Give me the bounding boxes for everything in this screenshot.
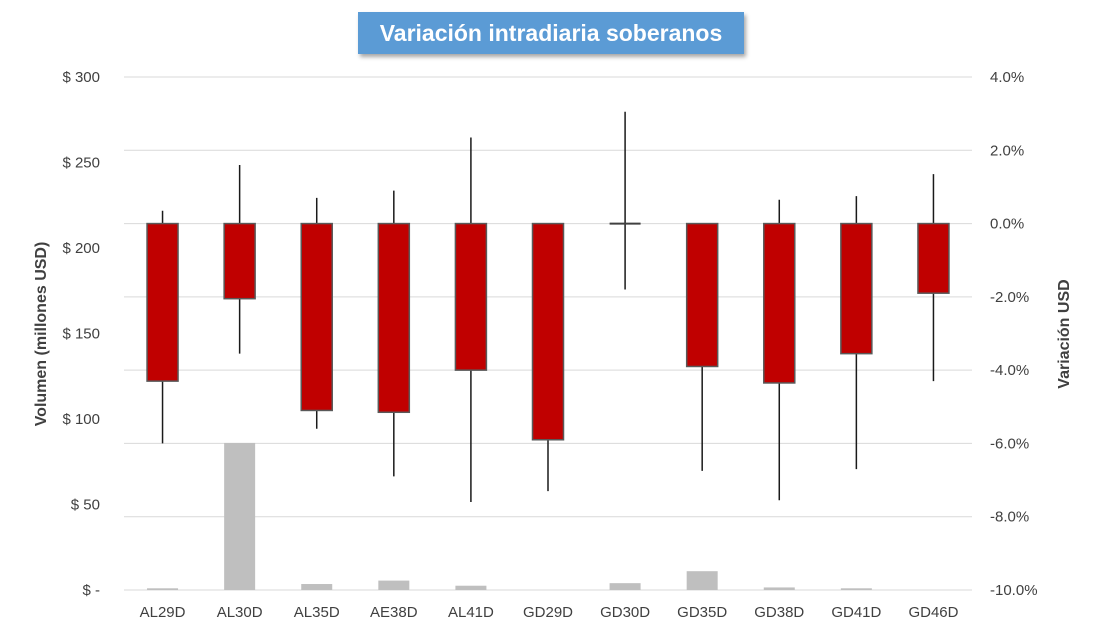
- x-tick-label: AL29D: [140, 604, 186, 621]
- right-tick-label: -2.0%: [990, 289, 1029, 306]
- volume-bar: [301, 584, 333, 590]
- left-tick-label: $ 150: [62, 326, 100, 343]
- candle-body: [223, 222, 256, 300]
- left-axis-ticks: $ - $ 50 $ 100 $ 150 $ 200 $ 250 $ 300: [62, 69, 100, 599]
- x-tick-label: GD46D: [908, 604, 958, 621]
- volume-bar: [378, 580, 410, 590]
- right-tick-label: -8.0%: [990, 509, 1029, 526]
- candle-body: [300, 222, 333, 412]
- candle-body: [146, 222, 179, 382]
- candle-body: [454, 222, 488, 371]
- x-tick-label: GD29D: [523, 604, 573, 621]
- x-tick-label: GD38D: [754, 604, 804, 621]
- x-tick-label: GD35D: [677, 604, 727, 621]
- right-axis-ticks: 4.0% 2.0% 0.0% -2.0% -4.0% -6.0% -8.0% -10.0%: [990, 69, 1038, 599]
- chart-title: Variación intradiaria soberanos: [379, 19, 723, 46]
- right-tick-label: 2.0%: [990, 142, 1024, 159]
- x-tick-label: GD30D: [600, 604, 650, 621]
- volume-bar: [840, 588, 872, 590]
- volume-bar: [763, 587, 795, 590]
- right-tick-label: -4.0%: [990, 362, 1029, 379]
- candle-body: [763, 222, 796, 384]
- volume-bar: [609, 583, 641, 590]
- right-tick-label: -10.0%: [990, 582, 1038, 599]
- volume-bars: [147, 442, 872, 590]
- candle-body: [840, 222, 873, 355]
- left-tick-label: $ 100: [62, 411, 100, 428]
- volume-bar: [224, 442, 256, 590]
- left-tick-label: $ -: [82, 582, 100, 599]
- right-tick-label: -6.0%: [990, 435, 1029, 452]
- chart-title-box: Variación intradiaria soberanos: [358, 12, 744, 54]
- candle-body: [917, 222, 950, 294]
- x-tick-label: AL35D: [294, 604, 340, 621]
- candle-body: [531, 222, 565, 441]
- left-tick-label: $ 250: [62, 155, 100, 172]
- x-tick-label: AL30D: [217, 604, 263, 621]
- left-axis-title: Volumen (millones USD): [33, 242, 50, 427]
- volume-bar: [147, 588, 179, 590]
- x-axis-ticks: AL29D AL30D AL35D AE38D AL41D GD29D GD30D GD35D…: [140, 604, 959, 621]
- right-tick-label: 0.0%: [990, 216, 1024, 233]
- volume-bar: [686, 571, 718, 590]
- right-tick-label: 4.0%: [990, 69, 1024, 86]
- x-tick-label: GD41D: [831, 604, 881, 621]
- right-axis-title: Variación USD: [1056, 279, 1073, 388]
- x-tick-label: AE38D: [370, 604, 418, 621]
- candles: [146, 111, 950, 503]
- left-tick-label: $ 300: [62, 69, 100, 86]
- left-tick-label: $ 200: [62, 240, 100, 257]
- volume-bar: [455, 585, 487, 590]
- candle-body: [377, 222, 411, 414]
- left-tick-label: $ 50: [71, 497, 100, 514]
- x-tick-label: AL41D: [448, 604, 494, 621]
- candle-body: [685, 222, 719, 368]
